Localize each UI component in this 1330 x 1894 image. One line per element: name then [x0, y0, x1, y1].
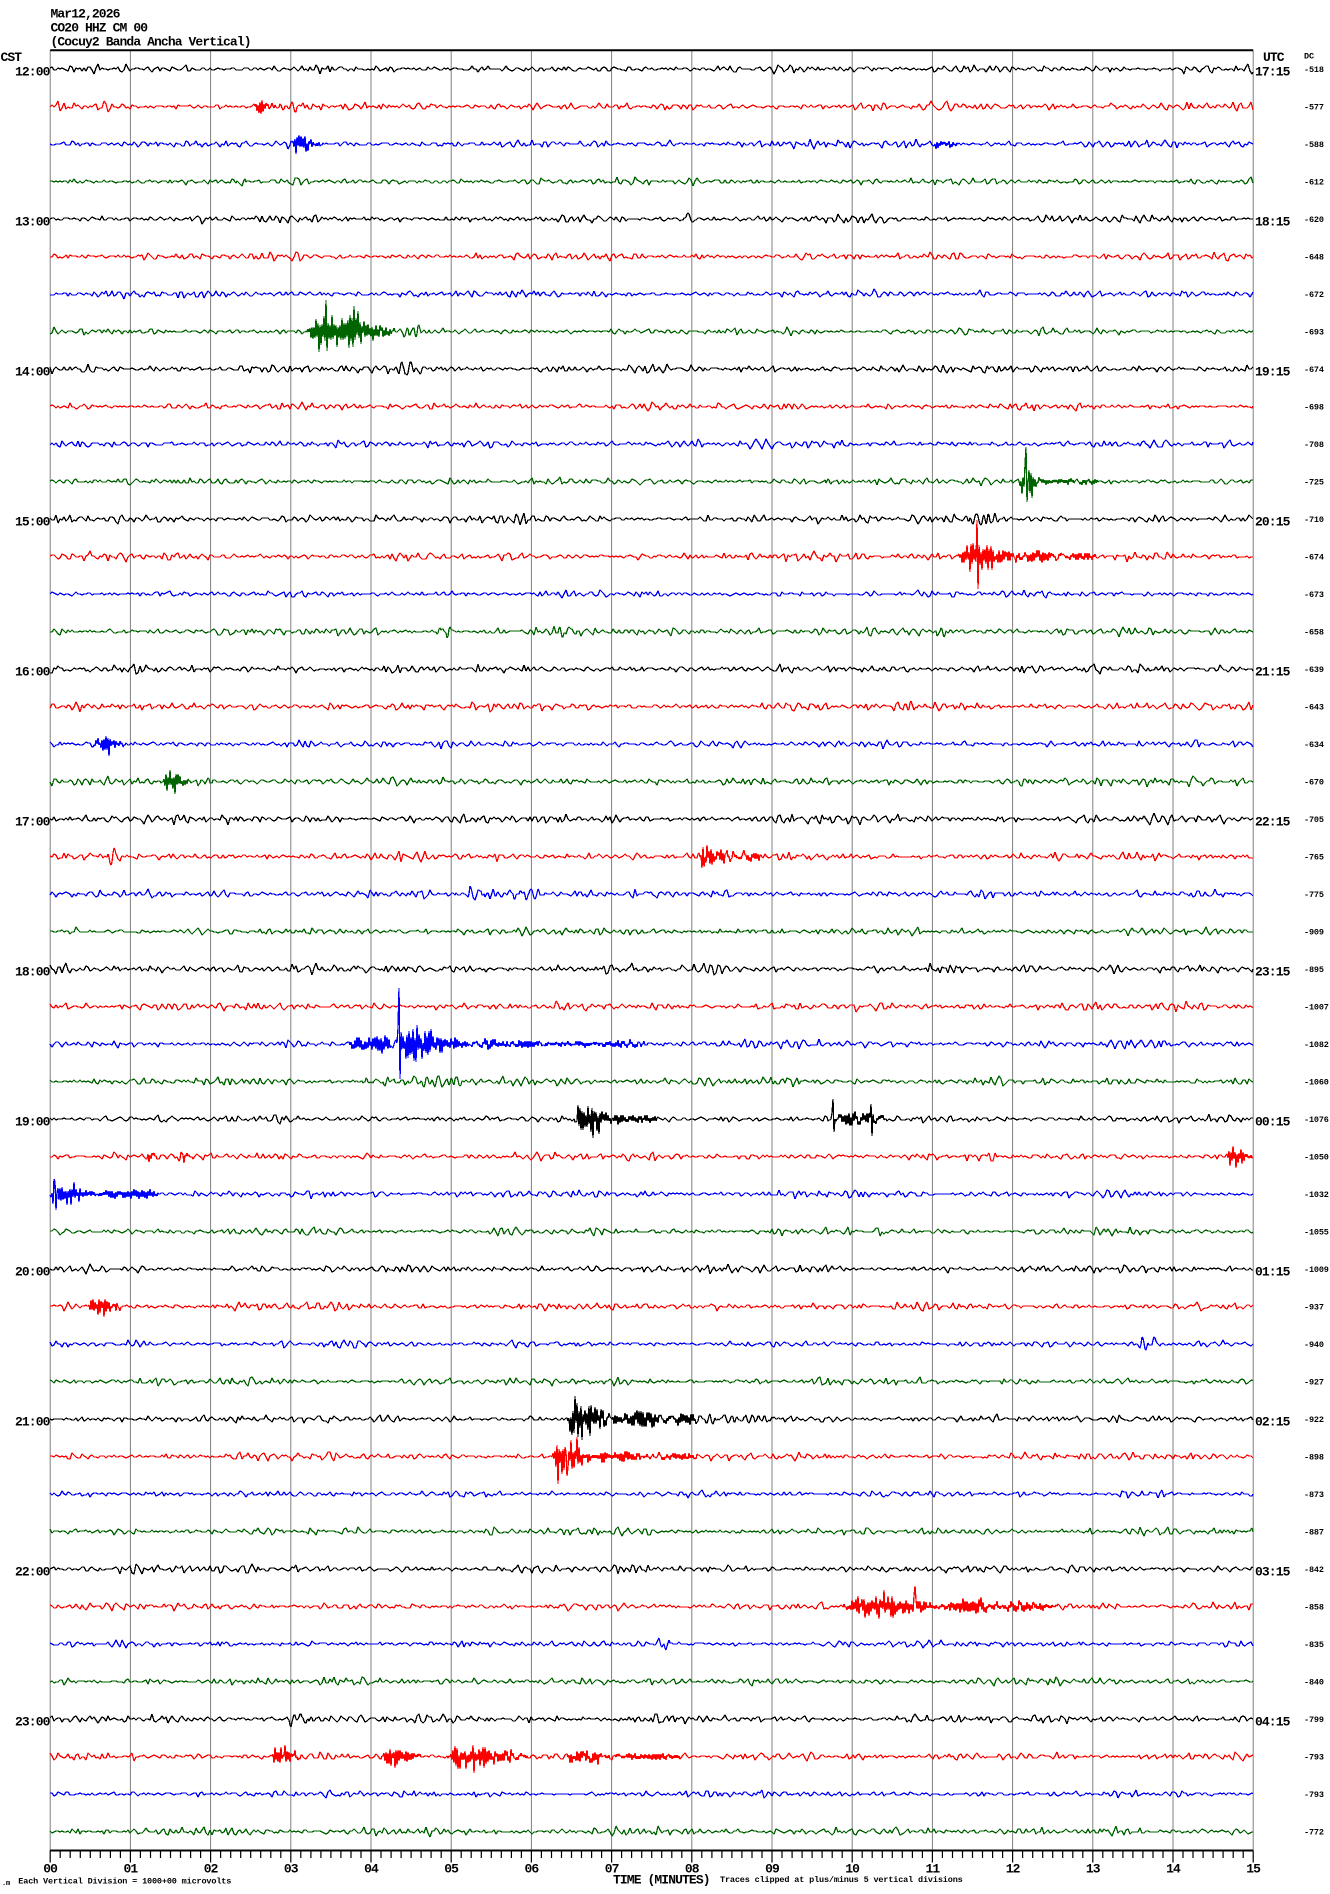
- svg-text:-940: -940: [1304, 1340, 1324, 1350]
- svg-text:-793: -793: [1304, 1753, 1324, 1763]
- svg-text:-674: -674: [1304, 365, 1324, 375]
- svg-text:-835: -835: [1304, 1640, 1324, 1650]
- svg-text:UTC: UTC: [1263, 50, 1285, 65]
- svg-text:06: 06: [524, 1862, 539, 1877]
- svg-text:Each Vertical Division = 1000+: Each Vertical Division = 1000+00 microvo…: [18, 1876, 231, 1886]
- svg-text:Traces clipped at plus/minus 5: Traces clipped at plus/minus 5 vertical …: [720, 1875, 963, 1885]
- svg-text:01: 01: [123, 1862, 138, 1877]
- svg-text:-673: -673: [1304, 590, 1324, 600]
- svg-text:16:00: 16:00: [15, 664, 51, 679]
- svg-text:22:15: 22:15: [1255, 814, 1291, 829]
- svg-text:10: 10: [845, 1862, 860, 1877]
- svg-text:TIME (MINUTES): TIME (MINUTES): [613, 1872, 710, 1887]
- svg-text:11: 11: [925, 1862, 940, 1877]
- svg-text:09: 09: [765, 1862, 780, 1877]
- svg-text:-670: -670: [1304, 778, 1324, 788]
- svg-text:12: 12: [1006, 1862, 1021, 1877]
- svg-text:-873: -873: [1304, 1490, 1324, 1500]
- svg-text:23:15: 23:15: [1255, 964, 1291, 979]
- svg-text:-620: -620: [1304, 215, 1324, 225]
- svg-text:-612: -612: [1304, 178, 1324, 188]
- svg-text:17:00: 17:00: [15, 814, 51, 829]
- svg-text:14:00: 14:00: [15, 364, 51, 379]
- svg-text:00:15: 00:15: [1255, 1114, 1291, 1129]
- svg-text:-588: -588: [1304, 140, 1324, 150]
- svg-text:-775: -775: [1304, 890, 1324, 900]
- svg-text:-658: -658: [1304, 628, 1324, 638]
- svg-text:-1009: -1009: [1304, 1265, 1329, 1275]
- svg-text:-927: -927: [1304, 1378, 1324, 1388]
- svg-text:Mar12,2026: Mar12,2026: [51, 6, 121, 21]
- svg-text:04: 04: [364, 1862, 379, 1877]
- svg-text:-518: -518: [1304, 65, 1324, 75]
- svg-text:03:15: 03:15: [1255, 1564, 1291, 1579]
- svg-text:-1032: -1032: [1304, 1190, 1329, 1200]
- svg-text:-898: -898: [1304, 1453, 1324, 1463]
- svg-text:-705: -705: [1304, 815, 1324, 825]
- svg-text:13:00: 13:00: [15, 214, 51, 229]
- svg-text:-710: -710: [1304, 515, 1324, 525]
- svg-text:-922: -922: [1304, 1415, 1324, 1425]
- svg-text:02:15: 02:15: [1255, 1414, 1291, 1429]
- svg-text:-698: -698: [1304, 403, 1324, 413]
- svg-text:-895: -895: [1304, 965, 1324, 975]
- svg-text:-1050: -1050: [1304, 1153, 1329, 1163]
- svg-text:04:15: 04:15: [1255, 1714, 1291, 1729]
- svg-text:-634: -634: [1304, 740, 1324, 750]
- svg-text:18:15: 18:15: [1255, 214, 1291, 229]
- svg-text:CO20 HHZ CM 00: CO20 HHZ CM 00: [51, 20, 149, 35]
- svg-text:18:00: 18:00: [15, 964, 51, 979]
- svg-text:15: 15: [1246, 1862, 1261, 1877]
- svg-text:-793: -793: [1304, 1790, 1324, 1800]
- svg-text:-674: -674: [1304, 553, 1324, 563]
- svg-text:19:15: 19:15: [1255, 364, 1291, 379]
- svg-text:-1082: -1082: [1304, 1040, 1329, 1050]
- svg-text:03: 03: [284, 1862, 299, 1877]
- svg-text:01:15: 01:15: [1255, 1264, 1291, 1279]
- svg-text:CST: CST: [1, 50, 23, 65]
- svg-text:14: 14: [1166, 1862, 1181, 1877]
- svg-text:-1055: -1055: [1304, 1228, 1329, 1238]
- svg-text:05: 05: [444, 1862, 459, 1877]
- svg-text:-937: -937: [1304, 1303, 1324, 1313]
- svg-text:-887: -887: [1304, 1528, 1324, 1538]
- svg-text:08: 08: [685, 1862, 700, 1877]
- svg-text:-772: -772: [1304, 1828, 1324, 1838]
- svg-text:-639: -639: [1304, 665, 1324, 675]
- svg-text:-842: -842: [1304, 1565, 1324, 1575]
- svg-text:23:00: 23:00: [15, 1714, 51, 1729]
- svg-text:-643: -643: [1304, 703, 1324, 713]
- svg-text:21:00: 21:00: [15, 1414, 51, 1429]
- svg-text:-577: -577: [1304, 103, 1324, 113]
- svg-text:20:00: 20:00: [15, 1264, 51, 1279]
- svg-text:-799: -799: [1304, 1715, 1324, 1725]
- svg-text:19:00: 19:00: [15, 1114, 51, 1129]
- svg-text:-693: -693: [1304, 328, 1324, 338]
- svg-text:-648: -648: [1304, 253, 1324, 263]
- svg-text:-725: -725: [1304, 478, 1324, 488]
- svg-text:-1007: -1007: [1304, 1003, 1329, 1013]
- svg-text:21:15: 21:15: [1255, 664, 1291, 679]
- svg-text:(Cocuy2 Banda Ancha Vertical): (Cocuy2 Banda Ancha Vertical): [51, 34, 251, 49]
- svg-text:20:15: 20:15: [1255, 514, 1291, 529]
- svg-text:-909: -909: [1304, 928, 1324, 938]
- svg-text:13: 13: [1086, 1862, 1101, 1877]
- svg-text:07: 07: [605, 1862, 619, 1877]
- svg-text:15:00: 15:00: [15, 514, 51, 529]
- svg-text:-1076: -1076: [1304, 1115, 1329, 1125]
- svg-text:-1060: -1060: [1304, 1078, 1329, 1088]
- svg-text:-708: -708: [1304, 440, 1324, 450]
- svg-text:00: 00: [43, 1862, 58, 1877]
- svg-text:-672: -672: [1304, 290, 1324, 300]
- svg-text:-765: -765: [1304, 853, 1324, 863]
- svg-text:.m: .m: [2, 1880, 10, 1888]
- svg-text:-840: -840: [1304, 1678, 1324, 1688]
- svg-text:-858: -858: [1304, 1603, 1324, 1613]
- svg-text:DC: DC: [1304, 52, 1314, 62]
- svg-text:12:00: 12:00: [15, 64, 51, 79]
- svg-text:02: 02: [204, 1862, 219, 1877]
- svg-text:22:00: 22:00: [15, 1564, 51, 1579]
- svg-text:17:15: 17:15: [1255, 64, 1291, 79]
